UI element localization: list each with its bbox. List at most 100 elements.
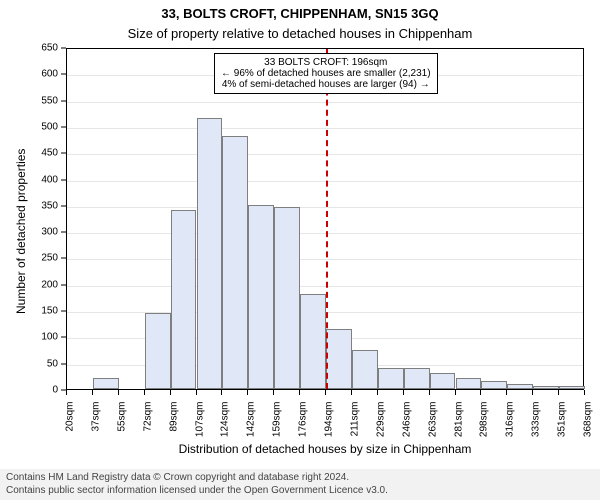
ytick-label: 300	[0, 227, 58, 238]
gridline-h	[67, 286, 583, 287]
xtick-label: 72sqm	[142, 402, 153, 452]
plot-area: 33 BOLTS CROFT: 196sqm← 96% of detached …	[66, 48, 584, 390]
xtick-label: 176sqm	[298, 402, 309, 452]
xtick-mark	[144, 390, 145, 395]
attribution-line1: Contains HM Land Registry data © Crown c…	[6, 472, 594, 485]
callout-line: ← 96% of detached houses are smaller (2,…	[221, 68, 431, 79]
xtick-mark	[506, 390, 507, 395]
ytick-mark	[61, 48, 66, 49]
ytick-mark	[61, 311, 66, 312]
xtick-label: 142sqm	[246, 402, 257, 452]
histogram-bar	[300, 294, 326, 389]
gridline-h	[67, 181, 583, 182]
xtick-mark	[558, 390, 559, 395]
histogram-bar	[533, 386, 559, 389]
ytick-label: 50	[0, 358, 58, 369]
ytick-mark	[61, 363, 66, 364]
ytick-mark	[61, 126, 66, 127]
xtick-mark	[196, 390, 197, 395]
xtick-mark	[247, 390, 248, 395]
histogram-bar	[456, 378, 482, 389]
xtick-mark	[455, 390, 456, 395]
xtick-mark	[118, 390, 119, 395]
xtick-label: 333sqm	[531, 402, 542, 452]
histogram-bar	[93, 378, 119, 389]
ytick-label: 600	[0, 69, 58, 80]
xtick-label: 20sqm	[65, 402, 76, 452]
xtick-mark	[403, 390, 404, 395]
histogram-bar	[507, 384, 533, 389]
ytick-mark	[61, 337, 66, 338]
ytick-mark	[61, 205, 66, 206]
gridline-h	[67, 207, 583, 208]
xtick-label: 55sqm	[116, 402, 127, 452]
xtick-label: 263sqm	[427, 402, 438, 452]
ytick-mark	[61, 284, 66, 285]
gridline-h	[67, 259, 583, 260]
ytick-label: 450	[0, 148, 58, 159]
chart-title-line1: 33, BOLTS CROFT, CHIPPENHAM, SN15 3GQ	[0, 6, 600, 21]
xtick-label: 229sqm	[375, 402, 386, 452]
ytick-mark	[61, 232, 66, 233]
xtick-mark	[273, 390, 274, 395]
xtick-label: 159sqm	[272, 402, 283, 452]
xtick-label: 298sqm	[479, 402, 490, 452]
attribution-line2: Contains public sector information licen…	[6, 485, 594, 498]
callout-line: 33 BOLTS CROFT: 196sqm	[221, 57, 431, 68]
xtick-mark	[480, 390, 481, 395]
chart-title-line2: Size of property relative to detached ho…	[0, 26, 600, 41]
xtick-mark	[377, 390, 378, 395]
gridline-h	[67, 102, 583, 103]
ytick-label: 200	[0, 279, 58, 290]
histogram-bar	[274, 207, 300, 389]
ytick-mark	[61, 74, 66, 75]
ytick-label: 650	[0, 43, 58, 54]
histogram-bar	[352, 350, 378, 389]
xtick-label: 281sqm	[453, 402, 464, 452]
xtick-label: 211sqm	[349, 402, 360, 452]
ytick-label: 250	[0, 253, 58, 264]
ytick-mark	[61, 100, 66, 101]
attribution-footer: Contains HM Land Registry data © Crown c…	[0, 469, 600, 500]
ytick-label: 550	[0, 95, 58, 106]
xtick-label: 194sqm	[324, 402, 335, 452]
ytick-label: 500	[0, 121, 58, 132]
histogram-bar	[248, 205, 274, 389]
xtick-label: 351sqm	[557, 402, 568, 452]
xtick-mark	[325, 390, 326, 395]
callout-box: 33 BOLTS CROFT: 196sqm← 96% of detached …	[214, 53, 438, 94]
ytick-mark	[61, 179, 66, 180]
xtick-label: 368sqm	[583, 402, 594, 452]
xtick-label: 37sqm	[90, 402, 101, 452]
histogram-bar	[404, 368, 430, 389]
xtick-mark	[351, 390, 352, 395]
xtick-label: 89sqm	[168, 402, 179, 452]
xtick-mark	[429, 390, 430, 395]
ytick-label: 400	[0, 174, 58, 185]
xtick-mark	[170, 390, 171, 395]
xtick-mark	[584, 390, 585, 395]
histogram-bar	[171, 210, 197, 389]
histogram-bar	[378, 368, 404, 389]
xtick-mark	[221, 390, 222, 395]
histogram-bar	[481, 381, 507, 389]
gridline-h	[67, 233, 583, 234]
ytick-mark	[61, 153, 66, 154]
callout-line: 4% of semi-detached houses are larger (9…	[221, 79, 431, 90]
xtick-label: 124sqm	[220, 402, 231, 452]
xtick-mark	[66, 390, 67, 395]
xtick-label: 316sqm	[505, 402, 516, 452]
xtick-mark	[532, 390, 533, 395]
ytick-mark	[61, 258, 66, 259]
gridline-h	[67, 128, 583, 129]
xtick-label: 246sqm	[401, 402, 412, 452]
histogram-bar	[197, 118, 223, 389]
ytick-label: 150	[0, 306, 58, 317]
xtick-mark	[92, 390, 93, 395]
gridline-h	[67, 154, 583, 155]
histogram-bar	[559, 386, 585, 389]
ytick-label: 350	[0, 200, 58, 211]
histogram-bar	[222, 136, 248, 389]
histogram-bar	[430, 373, 456, 389]
xtick-label: 107sqm	[194, 402, 205, 452]
